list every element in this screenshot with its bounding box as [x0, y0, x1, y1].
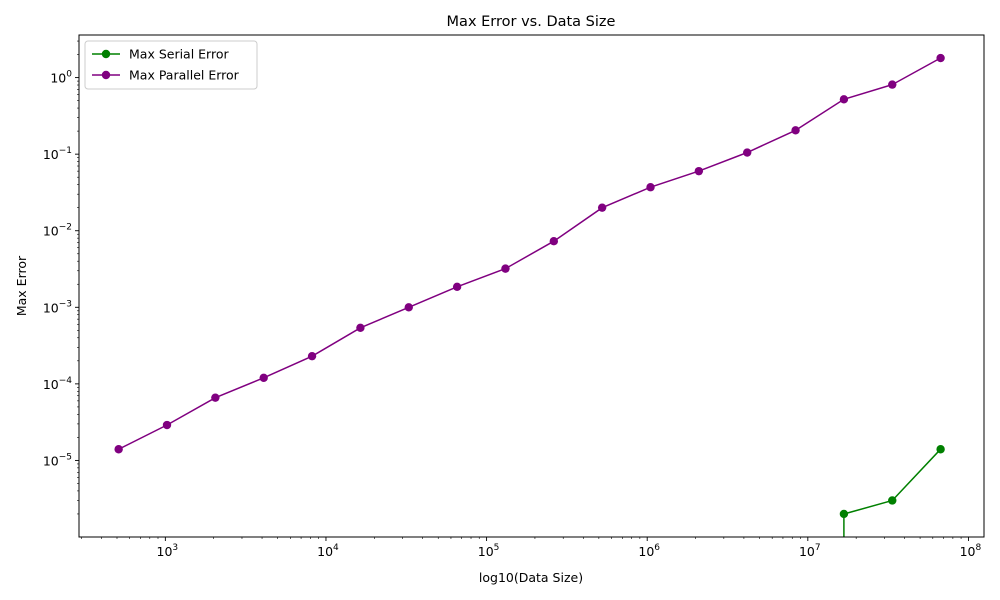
legend-label-max-parallel-error: Max Parallel Error	[129, 68, 240, 83]
max-parallel-error-point	[501, 264, 510, 273]
chart-title: Max Error vs. Data Size	[447, 14, 616, 30]
x-tick-label-exponent: 5	[494, 543, 500, 553]
y-tick-label-base: 10	[43, 300, 59, 315]
x-tick-label-base: 10	[960, 544, 976, 559]
max-parallel-error-point	[307, 351, 317, 361]
max-parallel-error-point	[743, 148, 752, 157]
x-tick-label-exponent: 6	[654, 543, 660, 553]
x-tick-label-base: 10	[478, 544, 494, 559]
x-tick-label-base: 10	[799, 544, 815, 559]
axes: 103 104 105 106 107 10810−510−410−310−210−110…	[43, 40, 982, 559]
x-tick-label-base: 10	[638, 544, 654, 559]
x-tick-label-base: 10	[157, 544, 173, 559]
x-axis-label: log10(Data Size)	[479, 570, 583, 585]
x-tick-label-exponent: 8	[976, 543, 982, 553]
y-tick-label-exponent: −3	[59, 299, 72, 309]
max-parallel-error-point	[549, 236, 559, 246]
max-serial-error-line	[843, 448, 942, 537]
max-parallel-error-point	[936, 53, 945, 63]
legend-marker-max-serial-error	[101, 49, 111, 59]
legend-marker-max-parallel-error	[101, 70, 111, 80]
max-parallel-error-point	[114, 445, 123, 454]
max-parallel-error-point	[791, 126, 800, 135]
y-tick-label-exponent: −4	[59, 376, 73, 386]
x-tick-label: 106	[638, 543, 660, 559]
x-tick-label: 108	[960, 543, 982, 559]
max-parallel-error-point	[404, 303, 413, 312]
max-parallel-error-point	[694, 166, 704, 176]
plot-series	[114, 53, 945, 537]
y-tick-label: 100	[50, 70, 72, 86]
y-axis-label: Max Error	[14, 255, 29, 316]
max-parallel-error-point	[646, 183, 655, 192]
max-parallel-error-point	[888, 80, 897, 89]
y-tick-label-exponent: −5	[59, 452, 72, 462]
x-tick-label-base: 10	[317, 544, 333, 559]
x-tick-label-exponent: 3	[172, 543, 178, 553]
y-tick-label: 10−5	[43, 452, 72, 468]
legend-label-max-serial-error: Max Serial Error	[129, 47, 229, 62]
y-tick-label-exponent: −1	[59, 146, 72, 156]
legend-box	[84, 40, 258, 90]
y-tick-label-base: 10	[50, 71, 66, 86]
max-serial-error-point	[936, 445, 945, 454]
max-parallel-error-point	[162, 420, 172, 430]
y-tick-label-base: 10	[43, 224, 59, 239]
max-parallel-error-point	[356, 323, 365, 332]
y-tick-label-base: 10	[43, 453, 59, 468]
y-tick-label-base: 10	[43, 147, 59, 162]
max-parallel-error-point	[211, 393, 220, 402]
y-tick-label: 10−4	[43, 376, 72, 392]
max-parallel-error-point	[452, 282, 462, 292]
y-tick-label: 10−2	[43, 223, 72, 239]
max-parallel-error-point	[597, 203, 607, 212]
y-tick-label-base: 10	[43, 377, 59, 392]
legend: Max Serial Error Max Parallel Error	[84, 40, 258, 90]
max-parallel-error-point	[259, 373, 268, 383]
x-tick-label: 104	[317, 543, 339, 559]
x-tick-label-exponent: 4	[333, 543, 339, 553]
max-serial-error-point	[839, 509, 849, 519]
y-tick-label: 10−1	[43, 146, 72, 162]
x-tick-label: 103	[157, 543, 179, 559]
max-parallel-error-line	[118, 57, 941, 450]
x-tick-label: 105	[478, 543, 500, 559]
plot-frame	[78, 34, 985, 538]
x-tick-label: 107	[799, 543, 821, 559]
y-tick-label-exponent: 0	[66, 70, 72, 80]
max-parallel-error-point	[839, 95, 849, 104]
max-serial-error-point	[888, 496, 897, 505]
x-tick-label-exponent: 7	[815, 543, 821, 553]
y-tick-label: 10−3	[43, 299, 72, 315]
y-tick-label-exponent: −2	[59, 223, 72, 233]
